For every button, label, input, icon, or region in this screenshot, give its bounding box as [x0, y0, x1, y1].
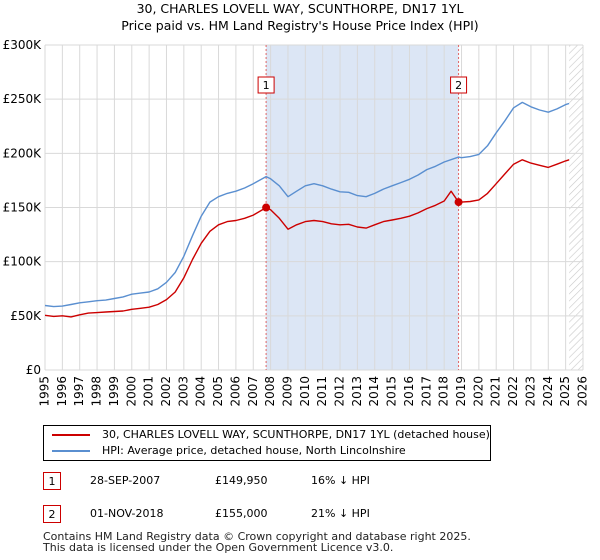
x-tick-label: 2017	[419, 376, 433, 407]
x-tick-label: 2019	[454, 376, 468, 407]
x-tick-label: 2025	[558, 376, 572, 407]
x-tick-label: 1999	[107, 376, 121, 407]
x-tick-label: 2021	[489, 376, 503, 407]
y-tick-label: £300K	[3, 38, 43, 52]
x-tick-label: 2003	[176, 376, 190, 407]
y-tick-label: £250K	[3, 92, 43, 106]
x-tick-label: 2024	[541, 376, 555, 407]
legend-label-hpi: HPI: Average price, detached house, Nort…	[102, 444, 406, 457]
sale-row: 1 28-SEP-2007 £149,950 16% ↓ HPI	[43, 472, 563, 494]
x-tick-label: 2012	[333, 376, 347, 407]
footer: Contains HM Land Registry data © Crown c…	[43, 531, 471, 553]
x-tick-label: 2000	[124, 376, 138, 407]
legend: 30, CHARLES LOVELL WAY, SCUNTHORPE, DN17…	[43, 425, 491, 461]
x-tick-label: 2007	[246, 376, 260, 407]
x-tick-label: 2013	[350, 376, 364, 407]
x-tick-label: 2020	[471, 376, 485, 407]
x-tick-label: 2026	[576, 376, 590, 407]
x-tick-label: 1996	[55, 376, 69, 407]
x-tick-label: 2015	[385, 376, 399, 407]
x-tick-label: 2016	[402, 376, 416, 407]
x-tick-label: 2010	[298, 376, 312, 407]
sale-point	[454, 198, 463, 207]
hpi-series-line	[45, 101, 570, 308]
x-tick-label: 2008	[263, 376, 277, 407]
x-tick-label: 2004	[194, 376, 208, 407]
footer-copyright: Contains HM Land Registry data © Crown c…	[43, 530, 471, 543]
footer-licence: This data is licensed under the Open Gov…	[43, 541, 394, 554]
x-tick-label: 2018	[437, 376, 451, 407]
y-tick-label: £100K	[3, 255, 43, 269]
sale-label-box	[257, 76, 275, 94]
x-tick-label: 2009	[280, 376, 294, 407]
property-series-line	[45, 159, 570, 318]
x-tick-label: 2014	[367, 376, 381, 407]
sale-badge: 2	[43, 505, 61, 523]
x-tick-label: 2022	[506, 376, 520, 407]
x-tick-label: 2001	[142, 376, 156, 407]
sale-hpi-diff: 16% ↓ HPI	[311, 474, 370, 487]
x-tick-label: 2002	[159, 376, 173, 407]
legend-label-property: 30, CHARLES LOVELL WAY, SCUNTHORPE, DN17…	[102, 428, 490, 441]
legend-swatch-property	[52, 434, 90, 436]
chart-title: 30, CHARLES LOVELL WAY, SCUNTHORPE, DN17…	[136, 1, 464, 16]
sale-point	[262, 203, 271, 212]
y-tick-label: £150K	[3, 201, 43, 215]
sale-label-box	[450, 76, 468, 94]
x-tick-label: 2023	[523, 376, 537, 407]
x-tick-label: 2011	[315, 376, 329, 407]
x-tick-label: 2006	[228, 376, 242, 407]
y-tick-label: £50K	[10, 309, 42, 323]
sale-label-text: 2	[455, 79, 462, 92]
sale-label-text: 1	[263, 79, 270, 92]
x-tick-label: 2005	[211, 376, 225, 407]
sale-badge: 1	[43, 472, 61, 490]
sale-hpi-diff: 21% ↓ HPI	[311, 507, 370, 520]
x-tick-label: 1995	[38, 376, 52, 407]
x-tick-label: 1997	[72, 376, 86, 407]
legend-swatch-hpi	[52, 450, 90, 452]
sale-date: 28-SEP-2007	[90, 474, 161, 487]
sale-price: £155,000	[215, 507, 268, 520]
y-tick-label: £0	[26, 363, 41, 377]
chart-subtitle: Price paid vs. HM Land Registry's House …	[121, 18, 479, 33]
x-tick-label: 1998	[90, 376, 104, 407]
sale-price: £149,950	[215, 474, 268, 487]
sale-row: 2 01-NOV-2018 £155,000 21% ↓ HPI	[43, 505, 563, 527]
y-tick-label: £200K	[3, 146, 43, 160]
sale-date: 01-NOV-2018	[90, 507, 164, 520]
